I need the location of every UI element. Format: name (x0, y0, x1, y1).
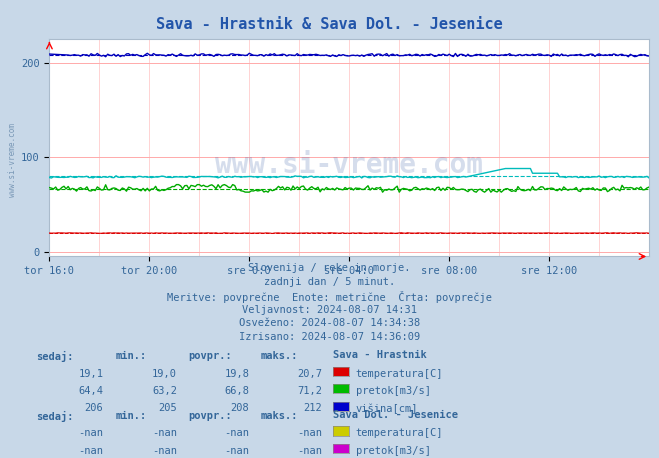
Text: višina[cm]: višina[cm] (356, 403, 418, 414)
Text: Sava Dol. - Jesenice: Sava Dol. - Jesenice (333, 410, 458, 420)
Text: pretok[m3/s]: pretok[m3/s] (356, 446, 431, 456)
Text: Osveženo: 2024-08-07 14:34:38: Osveženo: 2024-08-07 14:34:38 (239, 318, 420, 328)
Text: 64,4: 64,4 (78, 386, 103, 396)
Text: maks.:: maks.: (260, 351, 298, 361)
Text: temperatura[C]: temperatura[C] (356, 428, 444, 438)
Text: temperatura[C]: temperatura[C] (356, 369, 444, 379)
Text: Sava - Hrastnik & Sava Dol. - Jesenice: Sava - Hrastnik & Sava Dol. - Jesenice (156, 17, 503, 32)
Text: Izrisano: 2024-08-07 14:36:09: Izrisano: 2024-08-07 14:36:09 (239, 332, 420, 342)
Text: -nan: -nan (297, 428, 322, 438)
Text: -nan: -nan (78, 428, 103, 438)
Text: 20,7: 20,7 (297, 369, 322, 379)
Text: -nan: -nan (152, 446, 177, 456)
Text: www.si-vreme.com: www.si-vreme.com (8, 123, 17, 197)
Text: -nan: -nan (225, 446, 249, 456)
Text: 212: 212 (303, 403, 322, 414)
Text: Meritve: povprečne  Enote: metrične  Črta: povprečje: Meritve: povprečne Enote: metrične Črta:… (167, 291, 492, 303)
Text: -nan: -nan (297, 446, 322, 456)
Text: 66,8: 66,8 (225, 386, 249, 396)
Text: Sava - Hrastnik: Sava - Hrastnik (333, 350, 426, 360)
Text: maks.:: maks.: (260, 411, 298, 421)
Text: www.si-vreme.com: www.si-vreme.com (215, 151, 483, 179)
Text: zadnji dan / 5 minut.: zadnji dan / 5 minut. (264, 277, 395, 287)
Text: min.:: min.: (115, 411, 146, 421)
Text: povpr.:: povpr.: (188, 351, 231, 361)
Text: 19,0: 19,0 (152, 369, 177, 379)
Text: 205: 205 (158, 403, 177, 414)
Text: pretok[m3/s]: pretok[m3/s] (356, 386, 431, 396)
Text: Slovenija / reke in morje.: Slovenija / reke in morje. (248, 263, 411, 273)
Text: -nan: -nan (152, 428, 177, 438)
Text: 63,2: 63,2 (152, 386, 177, 396)
Text: 208: 208 (231, 403, 249, 414)
Text: 206: 206 (85, 403, 103, 414)
Text: 19,1: 19,1 (78, 369, 103, 379)
Text: sedaj:: sedaj: (36, 351, 74, 362)
Text: 19,8: 19,8 (225, 369, 249, 379)
Text: sedaj:: sedaj: (36, 411, 74, 422)
Text: min.:: min.: (115, 351, 146, 361)
Text: povpr.:: povpr.: (188, 411, 231, 421)
Text: -nan: -nan (78, 446, 103, 456)
Text: 71,2: 71,2 (297, 386, 322, 396)
Text: Veljavnost: 2024-08-07 14:31: Veljavnost: 2024-08-07 14:31 (242, 305, 417, 315)
Text: -nan: -nan (225, 428, 249, 438)
